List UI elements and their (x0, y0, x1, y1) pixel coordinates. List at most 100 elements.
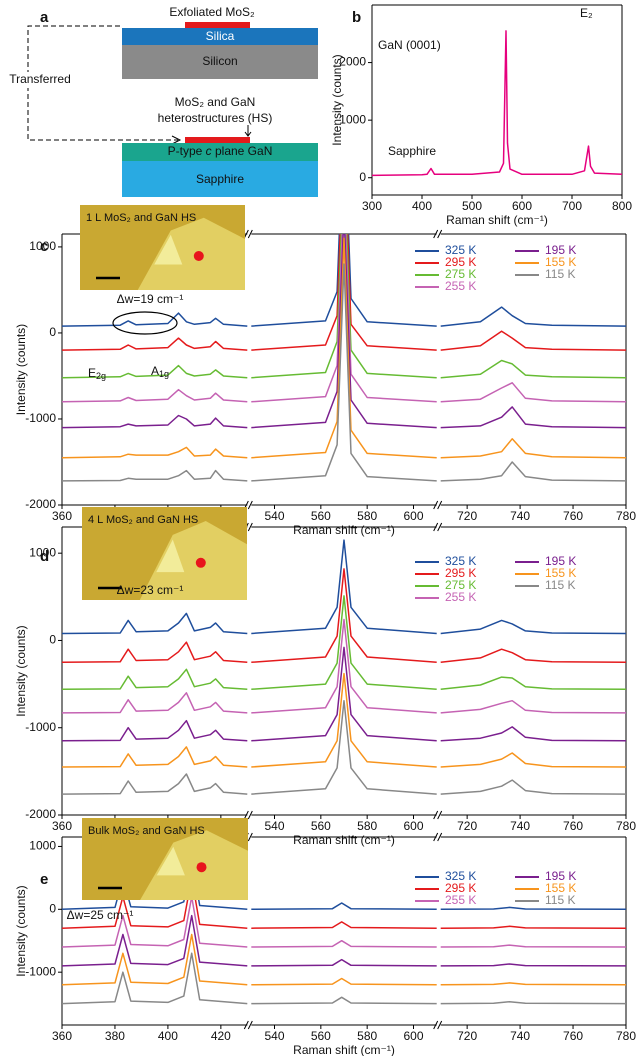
axis-break (433, 522, 443, 532)
spectrum-line (440, 963, 626, 967)
inset-label: 1 L MoS₂ and GaN HS (86, 212, 196, 224)
spectrum-line (440, 726, 626, 742)
x-tick-label: 400 (158, 1029, 178, 1043)
inset-flake (137, 217, 245, 290)
axis-break (433, 832, 443, 842)
spectrum-line (251, 977, 437, 986)
legend-label: 255 K (445, 893, 476, 907)
inset-label: Bulk MoS₂ and GaN HS (88, 825, 205, 837)
x-tick-label: 740 (510, 1029, 530, 1043)
annotation: E2g (88, 366, 106, 381)
spectrum-line (440, 906, 626, 911)
x-axis-label: Raman shift (cm⁻¹) (446, 213, 548, 227)
spectrum-line (251, 234, 437, 379)
spectrum-line (440, 438, 626, 459)
y-tick-label: -2000 (25, 497, 56, 511)
spectrum-line (440, 619, 626, 635)
inset-flake (156, 846, 185, 876)
x-tick-label: 600 (403, 1029, 423, 1043)
spectrum-line (62, 446, 248, 459)
legend-label: 325 K (445, 869, 476, 883)
y-tick-label: 1000 (29, 839, 56, 853)
x-tick-label: 580 (357, 819, 377, 833)
y-tick-label: 0 (359, 170, 366, 184)
chart-panel: -2000-1000010003603804004205405605806007… (14, 507, 636, 847)
y-tick-label: -1000 (25, 720, 56, 734)
spectrum-line (251, 939, 437, 948)
spectrum-line (62, 469, 248, 482)
spectrum-line (251, 234, 437, 327)
x-tick-label: 560 (311, 509, 331, 523)
spectrum-line (251, 996, 437, 1005)
y-axis-label: Intensity (counts) (14, 885, 28, 976)
annotation-sub: 1g (159, 369, 169, 379)
x-tick-label: 600 (403, 819, 423, 833)
spectrum-line (62, 895, 248, 948)
legend-label: 295 K (445, 566, 476, 580)
gan-layer (122, 143, 318, 161)
spectrum-line (62, 933, 248, 986)
y-tick-label: 0 (49, 325, 56, 339)
inset-flake (156, 539, 185, 573)
y-tick-label: -1000 (25, 411, 56, 425)
axis-break (433, 500, 443, 510)
layer-label: P-type c plane GaN (168, 144, 273, 158)
chart-panel: -2000-1000010003603804004205405605806007… (14, 205, 636, 537)
spectrum-line (440, 925, 626, 929)
chart-panel: 0 1000 2000 300 400 500 600 700 800 Raman shift (… (330, 4, 632, 227)
spectrum-line (440, 406, 626, 429)
spectrum-line (251, 672, 437, 768)
x-axis-label: Raman shift (cm⁻¹) (293, 1043, 395, 1056)
spectrum-line (440, 1000, 626, 1005)
spectrum-line (251, 237, 437, 459)
panel-label: c (40, 238, 48, 255)
legend-label: 275 K (445, 578, 476, 592)
text-part: plane GaN (212, 144, 273, 158)
x-tick-label: 540 (264, 819, 284, 833)
legend-label: 255 K (445, 279, 476, 293)
x-tick-label: 720 (457, 509, 477, 523)
x-tick-label: 720 (457, 1029, 477, 1043)
spectrum-line (251, 921, 437, 929)
plot-area (62, 234, 626, 482)
spectrum-line (440, 461, 626, 482)
annotation: E₂ (580, 6, 593, 20)
spectrum-line (440, 306, 626, 327)
inset-flake (139, 520, 247, 600)
spectrum-line (251, 234, 437, 429)
legend-label: 275 K (445, 267, 476, 281)
text-part: c (206, 144, 212, 158)
y-axis-label: Intensity (counts) (14, 625, 28, 716)
plot-area (62, 539, 626, 795)
spectrum-line (251, 618, 437, 714)
x-tick-label: 780 (616, 819, 636, 833)
panel-label: d (40, 548, 49, 565)
axis-break (433, 1020, 443, 1030)
spectrum-line (62, 337, 248, 351)
axis-break (243, 1020, 253, 1030)
legend-label: 195 K (545, 869, 576, 883)
inset-flake (154, 234, 183, 265)
hs-arrow (244, 125, 252, 137)
axis-break (433, 810, 443, 820)
spectrum-line (372, 30, 622, 177)
annotation-base: A (151, 364, 159, 378)
spectrum-line (440, 330, 626, 351)
y-tick-label: 1000 (29, 239, 56, 253)
panel-label: b (352, 9, 361, 26)
spectrum-line (440, 752, 626, 768)
y-axis-label: Intensity (counts) (14, 324, 28, 415)
x-tick-label: 580 (357, 509, 377, 523)
flake-label: Exfoliated MoS₂ (169, 5, 255, 19)
spectrum-line (62, 692, 248, 714)
spectrum-line (62, 668, 248, 691)
arrow-head (171, 135, 182, 145)
annotation: A1g (151, 364, 169, 379)
x-tick-label: 580 (357, 1029, 377, 1043)
x-tick-label: 380 (105, 1029, 125, 1043)
layer-label: Silica (206, 29, 235, 43)
annotation-base: E (88, 366, 96, 380)
x-tick-label: 700 (562, 199, 582, 213)
hs-label: heterostructures (HS) (158, 111, 273, 125)
legend-label: 255 K (445, 590, 476, 604)
